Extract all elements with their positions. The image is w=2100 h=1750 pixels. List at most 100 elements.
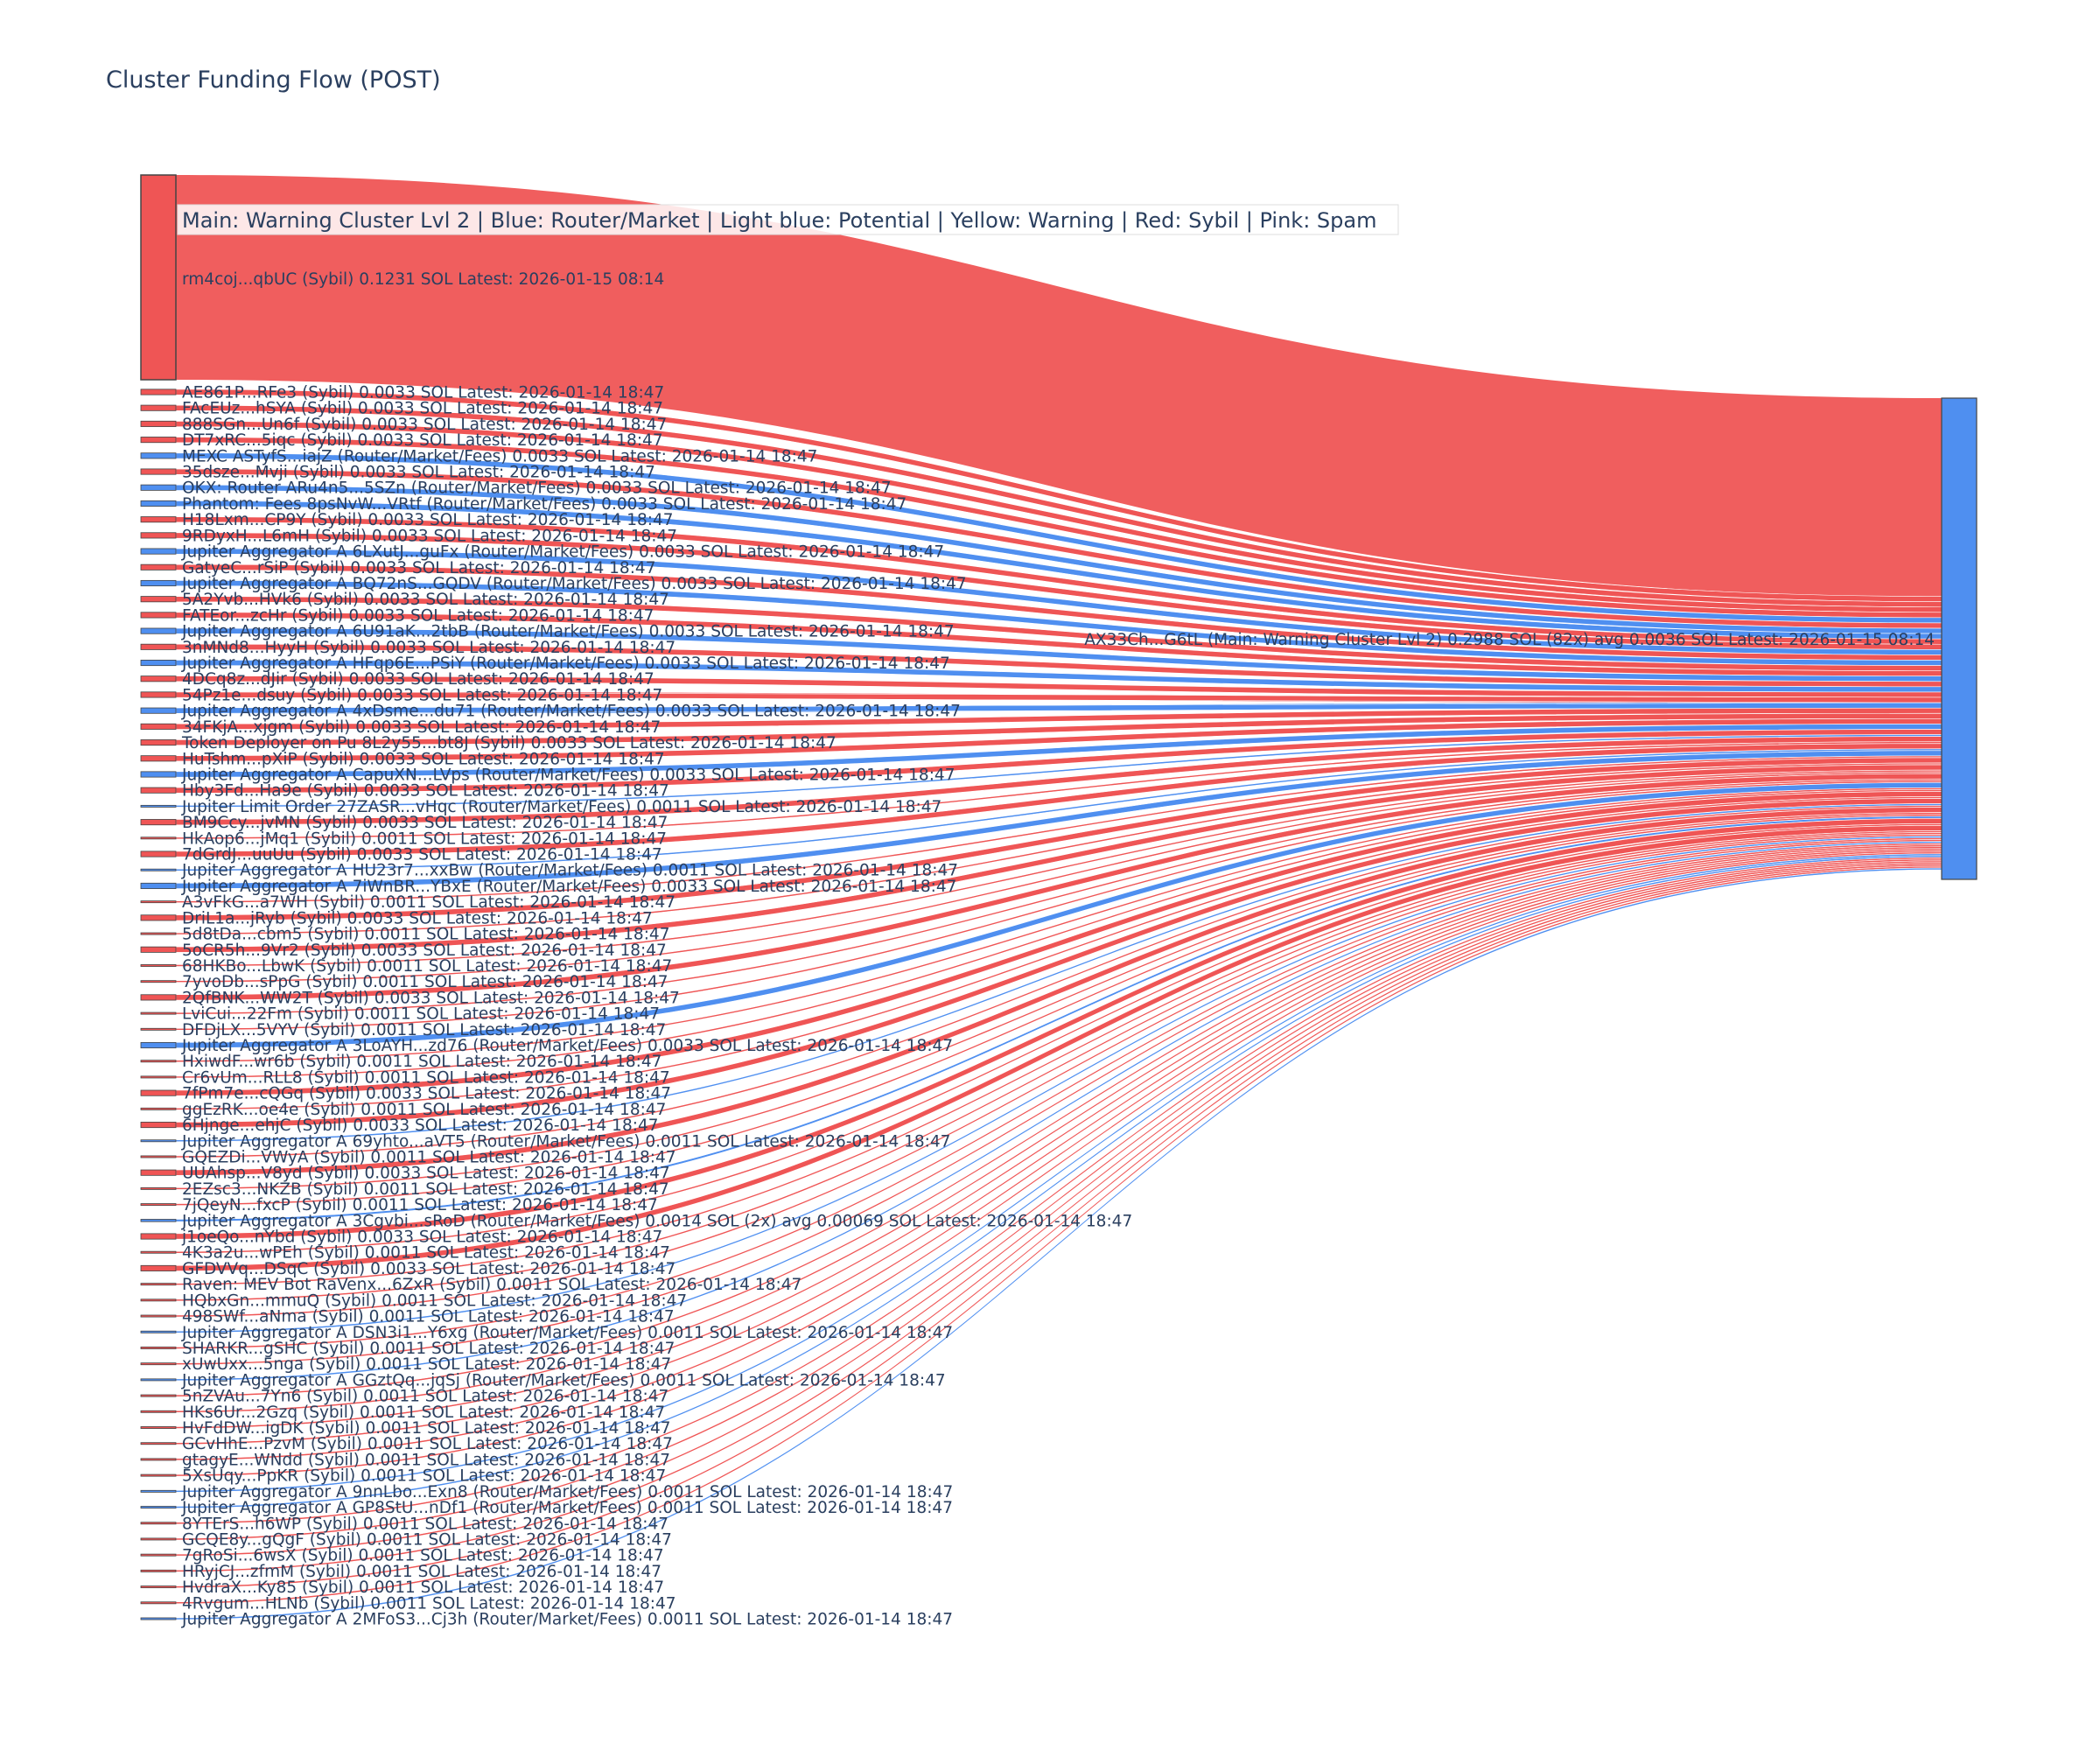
source-node[interactable] <box>140 868 177 872</box>
target-node[interactable] <box>1941 397 1978 880</box>
source-node[interactable] <box>140 1219 177 1222</box>
source-node-label: Jupiter Aggregator A GGztQq...jqSj (Rout… <box>181 1371 946 1390</box>
source-node[interactable] <box>140 1027 177 1031</box>
source-node[interactable] <box>140 914 177 921</box>
source-node-label: MEXC ASTyfS...iajZ (Router/Market/Fees) … <box>182 447 817 466</box>
source-node[interactable] <box>140 627 177 634</box>
source-node[interactable] <box>140 787 177 794</box>
source-node[interactable] <box>140 1122 177 1129</box>
source-node-label: HvdraX...Ky85 (Sybil) 0.0011 SOL Latest:… <box>182 1578 664 1597</box>
source-node[interactable] <box>140 1139 177 1143</box>
source-node[interactable] <box>140 1203 177 1207</box>
source-node[interactable] <box>140 500 177 507</box>
source-node[interactable] <box>140 452 177 459</box>
source-node[interactable] <box>140 1537 177 1541</box>
source-node-label: Jupiter Aggregator A DSN3i1...Y6xg (Rout… <box>181 1324 953 1342</box>
source-node[interactable] <box>140 404 177 411</box>
source-node[interactable] <box>140 1617 177 1620</box>
source-node-label: xUwUxx...5nga (Sybil) 0.0011 SOL Latest:… <box>182 1355 671 1374</box>
sankey-link <box>176 175 1942 597</box>
source-node[interactable] <box>140 836 177 840</box>
source-node[interactable] <box>140 676 177 682</box>
source-node[interactable] <box>140 1155 177 1158</box>
source-node[interactable] <box>140 1186 177 1190</box>
source-node[interactable] <box>140 643 177 650</box>
source-node[interactable] <box>140 1089 177 1096</box>
source-node[interactable] <box>140 1041 177 1049</box>
source-node[interactable] <box>140 388 177 396</box>
source-node[interactable] <box>140 804 177 808</box>
sankey-nodes <box>140 174 1978 1620</box>
source-node[interactable] <box>140 946 177 953</box>
source-node[interactable] <box>140 1233 177 1240</box>
source-node[interactable] <box>140 564 177 570</box>
source-node[interactable] <box>140 994 177 1001</box>
source-node[interactable] <box>140 1298 177 1302</box>
source-node-label: HQbxGn...mmuQ (Sybil) 0.0011 SOL Latest:… <box>182 1292 687 1310</box>
source-node[interactable] <box>140 1107 177 1110</box>
source-node[interactable] <box>140 1553 177 1557</box>
source-node[interactable] <box>140 579 177 587</box>
source-node[interactable] <box>140 1506 177 1508</box>
source-node[interactable] <box>140 548 177 555</box>
source-node[interactable] <box>140 532 177 539</box>
source-node[interactable] <box>140 850 177 858</box>
source-node[interactable] <box>140 1586 177 1589</box>
source-node[interactable] <box>140 882 177 889</box>
source-node-label: 2QfBNK...WW2T (Sybil) 0.0033 SOL Latest:… <box>182 989 680 1007</box>
source-node-label: Cr6vUm...RLL8 (Sybil) 0.0011 SOL Latest:… <box>182 1068 670 1087</box>
source-node-label: 2EZsc3...NKZB (Sybil) 0.0011 SOL Latest:… <box>182 1180 669 1199</box>
source-node[interactable] <box>140 1012 177 1015</box>
source-node[interactable] <box>140 1394 177 1397</box>
source-node[interactable] <box>140 1569 177 1572</box>
source-node[interactable] <box>140 707 177 714</box>
source-node-label: Jupiter Aggregator A 69yhto...aVT5 (Rout… <box>181 1132 950 1151</box>
source-node[interactable] <box>140 596 177 603</box>
source-node[interactable] <box>140 1250 177 1254</box>
source-node[interactable] <box>140 900 177 904</box>
source-node[interactable] <box>140 437 177 444</box>
source-node[interactable] <box>140 1075 177 1079</box>
source-node[interactable] <box>140 1314 177 1318</box>
source-node[interactable] <box>140 1378 177 1382</box>
source-node[interactable] <box>140 819 177 826</box>
source-node[interactable] <box>140 964 177 967</box>
source-node[interactable] <box>140 980 177 984</box>
legend-background <box>177 204 1399 235</box>
source-node-label: GCQE8y...gQgF (Sybil) 0.0011 SOL Latest:… <box>182 1530 672 1549</box>
source-node[interactable] <box>140 1169 177 1176</box>
source-node[interactable] <box>140 723 177 730</box>
source-node[interactable] <box>140 1060 177 1063</box>
legend: Main: Warning Cluster Lvl 2 | Blue: Rout… <box>177 204 1399 235</box>
source-node[interactable] <box>140 691 177 698</box>
source-node-label: DFDjLX...5VYV (Sybil) 0.0011 SOL Latest:… <box>182 1021 666 1040</box>
source-node[interactable] <box>140 1283 177 1286</box>
source-node[interactable] <box>140 484 177 491</box>
source-node[interactable] <box>140 1442 177 1446</box>
source-node[interactable] <box>140 1522 177 1525</box>
source-node[interactable] <box>140 659 177 667</box>
source-node[interactable] <box>140 1347 177 1349</box>
source-node[interactable] <box>140 1489 177 1493</box>
source-node[interactable] <box>140 771 177 778</box>
source-node[interactable] <box>140 1330 177 1334</box>
source-node[interactable] <box>140 516 177 523</box>
source-node[interactable] <box>140 739 177 746</box>
source-node[interactable] <box>140 1474 177 1477</box>
source-node-label: GFDVVq...DSqC (Sybil) 0.0033 SOL Latest:… <box>182 1260 676 1278</box>
source-node[interactable] <box>140 612 177 619</box>
source-node[interactable] <box>140 1410 177 1413</box>
source-node[interactable] <box>140 1601 177 1605</box>
source-node-label: 6Hjnge...ehjC (Sybil) 0.0033 SOL Latest:… <box>182 1116 659 1135</box>
source-node[interactable] <box>140 1458 177 1461</box>
source-node[interactable] <box>140 468 177 475</box>
source-node-label: OKX: Router ARu4n5...5SZn (Router/Market… <box>182 480 892 498</box>
source-node[interactable] <box>140 1362 177 1366</box>
source-node[interactable] <box>140 755 177 762</box>
source-node-label: Jupiter Aggregator A 3LoAYH...zd76 (Rout… <box>181 1037 953 1055</box>
source-node[interactable] <box>140 932 177 935</box>
source-node[interactable] <box>140 174 177 381</box>
source-node[interactable] <box>140 420 177 427</box>
source-node[interactable] <box>140 1426 177 1429</box>
source-node[interactable] <box>140 1264 177 1271</box>
